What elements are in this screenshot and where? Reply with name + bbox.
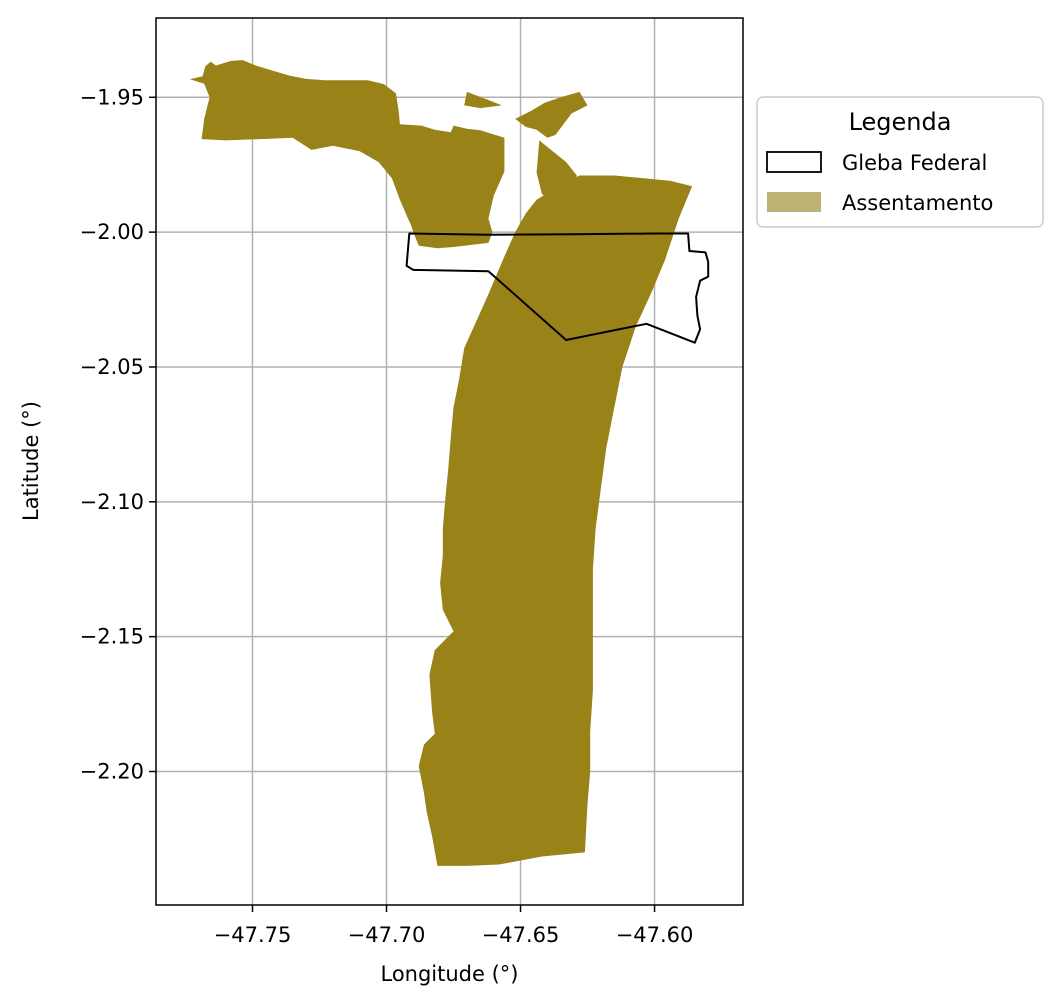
y-tick-label: −2.10 [80,490,144,514]
assentamento-polygon [536,140,577,200]
y-tick-label: −2.00 [80,220,144,244]
gleba-federal-layer [405,232,710,344]
x-tick-label: −47.65 [482,923,560,947]
legend-box [756,96,1044,228]
y-axis-label: Latitude (°) [19,401,43,521]
legend-title: Legenda [849,108,952,136]
x-tick-label: −47.75 [214,923,292,947]
legend: Legenda Gleba Federal Assentamento [756,96,1044,228]
y-axis-ticks: −1.95 −2.00 −2.05 −2.10 −2.15 −2.20 [80,85,156,784]
legend-label-assentamento: Assentamento [842,191,993,215]
legend-swatch-gleba-federal [766,151,822,173]
plot-area [155,17,744,906]
legend-swatch-assentamento [767,192,821,212]
x-tick-label: −47.70 [348,923,426,947]
y-tick-label: −1.95 [80,85,144,109]
legend-label-gleba-federal: Gleba Federal [842,151,987,175]
assentamento-polygon [418,175,693,866]
x-tick-label: −47.60 [616,923,694,947]
assentamento-polygon [189,60,505,249]
x-axis-label: Longitude (°) [380,962,518,986]
assentamento-layer [189,60,693,866]
y-tick-label: −2.15 [80,625,144,649]
assentamento-polygon [515,91,588,138]
assentamento-polygon [464,91,502,109]
axes-frame [155,17,744,906]
gleba-federal-polygon [405,232,710,344]
y-tick-label: −2.20 [80,760,144,784]
x-axis-ticks: −47.75 −47.70 −47.65 −47.60 [214,905,694,947]
y-tick-label: −2.05 [80,355,144,379]
